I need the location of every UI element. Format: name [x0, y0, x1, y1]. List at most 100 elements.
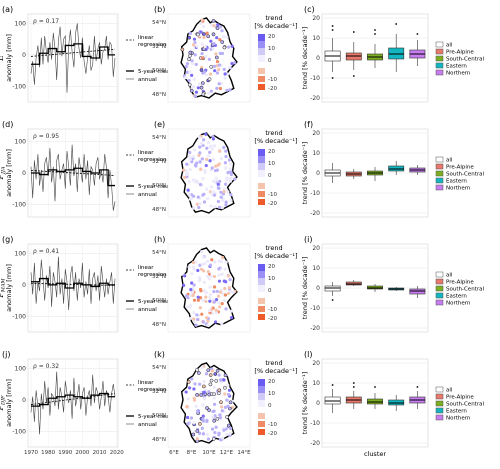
station-point — [224, 182, 228, 186]
station-point — [203, 261, 207, 266]
ts-mean5-line — [31, 277, 115, 289]
station-point — [193, 180, 197, 184]
station-point — [185, 162, 189, 166]
station-point — [208, 285, 212, 289]
station-point — [223, 385, 227, 390]
panel-label: (e) — [154, 120, 165, 129]
ts-ylabel: anomaly [mm] — [5, 34, 13, 82]
station-point — [208, 382, 213, 387]
station-point — [207, 276, 212, 281]
station-point — [210, 166, 214, 170]
station-point — [198, 263, 202, 267]
station-point — [196, 268, 200, 273]
station-point — [218, 86, 222, 91]
station-point — [212, 144, 217, 148]
station-point — [206, 34, 211, 39]
station-point — [193, 148, 197, 152]
station-point — [188, 167, 192, 172]
colorbar-tick-label: -10 — [268, 77, 277, 83]
station-point — [187, 180, 192, 184]
colorbar-swatch — [258, 76, 265, 82]
station-point — [197, 205, 201, 210]
station-point — [203, 45, 207, 49]
colorbar-tick-label: 0 — [268, 288, 272, 294]
station-point — [211, 415, 215, 419]
colorbar-swatch — [258, 278, 265, 285]
box-legend-label: South-Central — [446, 172, 484, 178]
station-point — [226, 274, 230, 278]
ts-annual-line — [30, 144, 116, 211]
ts-ytick-label: 100 — [15, 20, 27, 27]
station-point — [213, 180, 217, 184]
station-point — [221, 255, 225, 260]
station-point — [211, 190, 216, 194]
box-ytick-label: 10 — [312, 35, 320, 42]
station-point — [204, 73, 208, 77]
panel-label: (f) — [304, 120, 313, 129]
station-point — [218, 378, 223, 382]
station-point — [217, 433, 221, 437]
panel-label: (c) — [304, 5, 315, 14]
map-lat-label: 50°N — [152, 68, 166, 74]
station-point — [198, 421, 202, 426]
station-point — [212, 64, 216, 68]
station-point — [214, 298, 219, 302]
station-point — [184, 169, 188, 173]
station-point — [201, 32, 206, 36]
panel-label: (j) — [2, 350, 10, 359]
box-ytick-label: -20 — [310, 440, 320, 447]
box-legend-swatch — [435, 62, 444, 69]
ts-xtick-label: 2000 — [75, 450, 89, 456]
station-point — [213, 320, 218, 324]
station-point — [198, 182, 203, 187]
box-ytick-label: -10 — [310, 420, 320, 427]
station-point — [217, 162, 221, 166]
station-point — [204, 299, 208, 304]
box-outlier — [352, 386, 355, 388]
colorbar-tick-label: 10 — [268, 46, 275, 52]
station-point — [213, 431, 217, 435]
station-point — [226, 190, 230, 194]
station-point — [218, 290, 223, 294]
station-point — [193, 94, 197, 98]
box-outlier — [331, 384, 334, 386]
station-point — [229, 198, 233, 202]
box-legend-swatch — [435, 271, 444, 278]
station-point — [184, 172, 189, 176]
station-point — [214, 164, 218, 168]
colorbar-swatch — [258, 285, 265, 292]
station-point — [198, 202, 202, 206]
station-point — [186, 422, 190, 426]
station-point — [228, 431, 232, 436]
station-point — [202, 289, 207, 293]
ts-variable-label: PDJF — [0, 395, 7, 411]
map-lat-label: 54°N — [152, 135, 166, 141]
map-lat-label: 48°N — [152, 207, 166, 213]
colorbar-swatch — [258, 183, 265, 189]
station-point — [201, 24, 206, 29]
legend-regression-label: regression — [138, 157, 167, 163]
box-legend-swatch — [435, 414, 444, 421]
ts-mean5-line — [31, 392, 115, 407]
station-point — [212, 289, 216, 294]
station-point — [230, 44, 234, 48]
box-legend-swatch — [435, 299, 444, 306]
station-point — [200, 250, 204, 254]
box-legend-swatch — [435, 163, 444, 170]
station-point — [183, 76, 188, 80]
station-point — [195, 429, 200, 433]
legend-linear-label: linear — [138, 380, 154, 386]
station-point — [208, 263, 212, 267]
station-point — [205, 187, 209, 191]
colorbar-swatch — [258, 264, 265, 271]
station-point — [227, 286, 231, 290]
map-legend-title: trend — [265, 129, 282, 137]
box-legend-label: South-Central — [446, 57, 484, 63]
legend-mean5-label: 5-year mean — [138, 414, 174, 420]
station-point — [195, 44, 199, 48]
ts-xtick-label: 1970 — [24, 450, 38, 456]
legend-mean5-label: 5-year mean — [138, 299, 174, 305]
box-xlabel: cluster — [364, 450, 386, 458]
